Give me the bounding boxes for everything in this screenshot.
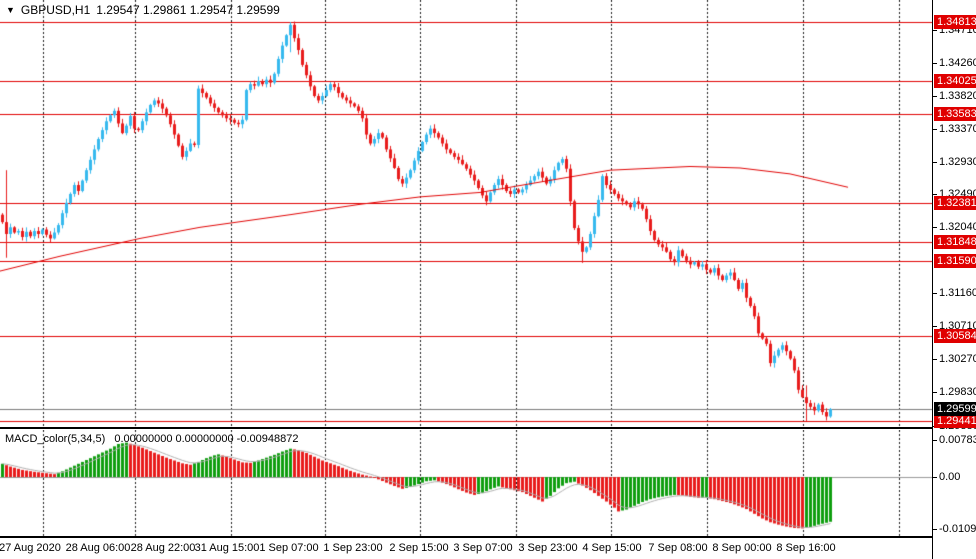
price-axis-tick [933, 162, 937, 163]
main-chart-canvas[interactable] [0, 0, 932, 427]
macd-axis-tick [933, 529, 937, 530]
price-axis-label: 1.32930 [939, 156, 976, 168]
macd-axis-label: 0.00 [939, 471, 961, 483]
price-axis-tick [933, 129, 937, 130]
symbol-period-label: GBPUSD,H1 [20, 3, 91, 17]
price-level-badge: 1.31590 [934, 254, 976, 268]
symbol-dropdown-icon[interactable]: ▼ [6, 5, 15, 15]
time-axis-label: 27 Aug 2020 [0, 542, 61, 554]
price-level-badge: 1.34025 [934, 74, 976, 88]
price-axis-label: 1.32040 [939, 221, 976, 233]
macd-indicator-canvas[interactable] [0, 430, 932, 537]
pane-divider[interactable] [0, 427, 976, 429]
price-axis-tick [933, 326, 937, 327]
time-axis-label: 3 Sep 07:00 [453, 542, 513, 554]
time-axis-label: 31 Aug 15:00 [194, 542, 260, 554]
price-level-badge: 1.32381 [934, 196, 976, 210]
price-axis-tick [933, 392, 937, 393]
macd-axis-label: 0.0078381 [939, 434, 976, 446]
price-axis-tick [933, 96, 937, 97]
time-axis[interactable]: 27 Aug 2020 28 Aug 06:00 28 Aug 22:00 31 Au… [0, 537, 976, 559]
price-axis-tick [933, 227, 937, 228]
price-level-badge: 1.31848 [934, 235, 976, 249]
price-level-badge: 1.29441 [934, 414, 976, 428]
price-axis-label: 1.29830 [939, 386, 976, 398]
time-axis-label: 28 Aug 06:00 [65, 542, 131, 554]
price-axis-tick [933, 293, 937, 294]
time-axis-label: 3 Sep 23:00 [518, 542, 578, 554]
current-price-badge: 1.29599 [934, 402, 976, 416]
price-axis-tick [933, 30, 937, 31]
time-axis-label: 1 Sep 23:00 [323, 542, 383, 554]
time-axis-label: 4 Sep 15:00 [582, 542, 642, 554]
time-axis-label: 8 Sep 00:00 [712, 542, 772, 554]
macd-axis-tick [933, 440, 937, 441]
price-axis-label: 1.30270 [939, 353, 976, 365]
price-axis-label: 1.34260 [939, 57, 976, 69]
price-axis-tick [933, 194, 937, 195]
price-axis-tick [933, 359, 937, 360]
ohlc-values-label: 1.29547 1.29861 1.29547 1.29599 [96, 3, 280, 17]
price-axis-label: 1.31160 [939, 287, 976, 299]
time-axis-label: 1 Sep 07:00 [259, 542, 319, 554]
time-axis-label: 8 Sep 16:00 [776, 542, 836, 554]
macd-pane-border [0, 536, 932, 537]
price-axis-label: 1.33370 [939, 123, 976, 135]
price-level-badge: 1.33583 [934, 107, 976, 121]
price-axis-label: 1.33820 [939, 90, 976, 102]
time-axis-label: 7 Sep 08:00 [648, 542, 708, 554]
price-axis-tick [933, 63, 937, 64]
macd-indicator-values: 0.00000000 0.00000000 -0.00948872 [114, 433, 299, 445]
time-axis-label: 2 Sep 15:00 [389, 542, 449, 554]
macd-indicator-title: MACD_color(5,34,5) 0.00000000 0.00000000… [5, 433, 304, 445]
time-axis-label: 28 Aug 22:00 [130, 542, 196, 554]
price-level-badge: 1.30584 [934, 329, 976, 343]
macd-axis-label: -0.010965 [939, 523, 976, 535]
macd-indicator-name: MACD_color(5,34,5) [5, 433, 106, 445]
price-axis[interactable]: 1.34710 1.34260 1.33820 1.33370 1.32930 1.324… [932, 0, 976, 559]
macd-axis-tick [933, 477, 937, 478]
price-level-badge: 1.34813 [934, 15, 976, 29]
chart-title: ▼ GBPUSD,H1 1.29547 1.29861 1.29547 1.29… [6, 3, 280, 17]
